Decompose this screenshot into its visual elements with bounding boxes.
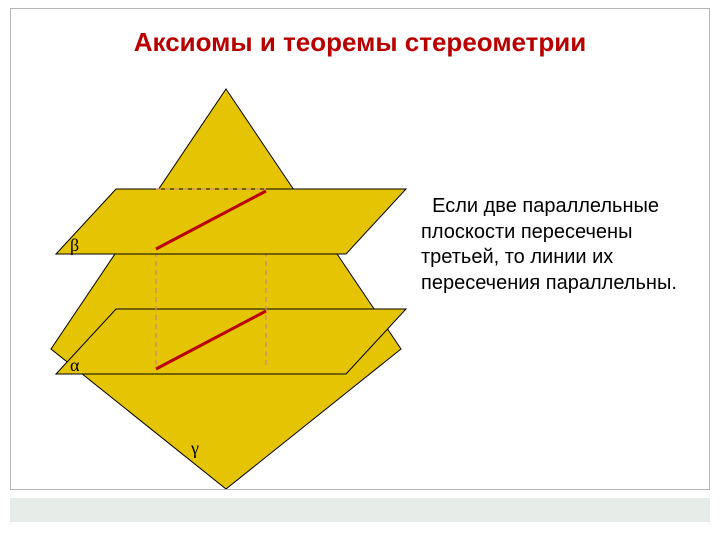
theorem-text: Если две параллельные плоскости пересече… <box>421 194 701 296</box>
label-beta: β <box>70 235 79 256</box>
label-alpha: α <box>70 355 79 376</box>
stereometry-diagram: β α γ <box>36 79 416 489</box>
gamma-plane <box>51 89 401 489</box>
slide-frame: Аксиомы и теоремы стереометрии Если две … <box>10 8 710 490</box>
label-gamma: γ <box>191 438 199 459</box>
footer-bar <box>10 498 710 522</box>
diagram-svg <box>36 79 416 489</box>
alpha-plane <box>56 309 406 374</box>
page-title: Аксиомы и теоремы стереометрии <box>11 27 709 58</box>
beta-plane <box>56 189 406 254</box>
